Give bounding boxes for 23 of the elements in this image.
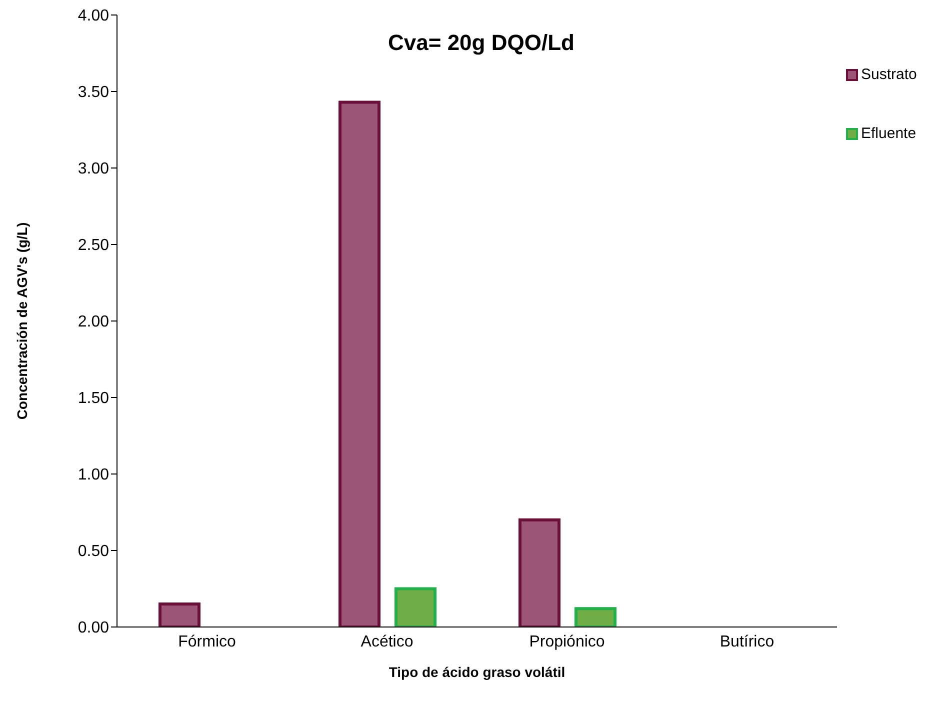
y-tick-label: 2.50 (78, 237, 110, 254)
y-tick-label: 3.00 (78, 160, 110, 178)
y-tick-label: 2.00 (78, 314, 110, 331)
legend-label: Sustrato (861, 66, 917, 83)
y-tick-label: 4.00 (78, 8, 110, 25)
y-tick-label: 1.00 (78, 466, 110, 484)
y-tick-label: 1.50 (78, 390, 110, 408)
y-axis-title: Concentración de AGV's (g/L) (14, 222, 30, 420)
bar (518, 518, 560, 627)
bar (338, 100, 380, 627)
x-tick-label: Fórmico (178, 633, 236, 650)
y-tick-label: 3.50 (78, 84, 110, 102)
x-axis-title: Tipo de ácido graso volátil (388, 664, 566, 680)
bar (394, 587, 436, 627)
y-tick-label: 0.00 (78, 620, 110, 637)
x-tick-label: Propiónico (529, 633, 605, 650)
y-tick-label: 0.50 (78, 543, 110, 560)
x-tick-label: Butírico (720, 633, 774, 650)
bar (158, 602, 200, 627)
text: Cva= 20g DQO/Ld (388, 30, 574, 56)
bar (574, 607, 616, 627)
x-tick-label: Acético (360, 633, 414, 650)
legend-label: Efluente (861, 125, 916, 142)
